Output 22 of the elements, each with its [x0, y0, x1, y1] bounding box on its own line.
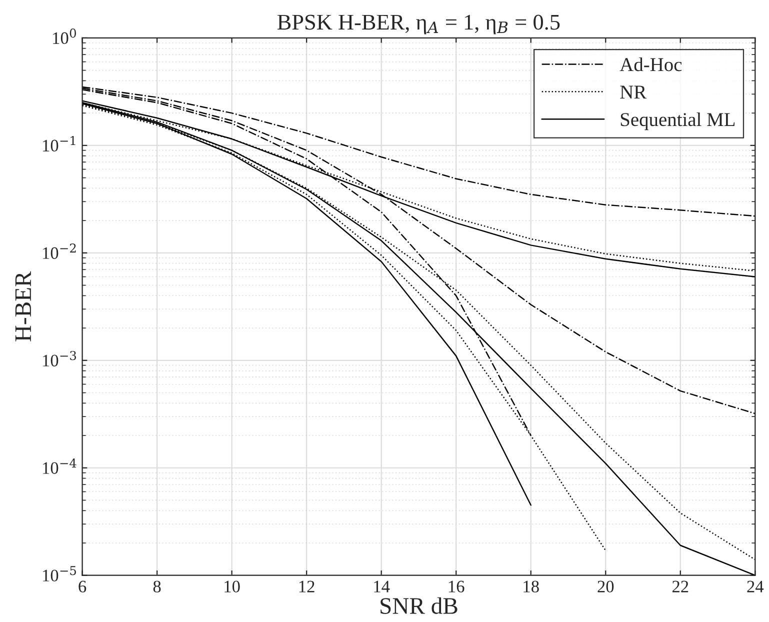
y-tick-label: 10$^{−4}$	[43, 458, 76, 474]
x-tick-label: 14	[374, 580, 390, 592]
legend-label: Ad-Hoc	[620, 58, 682, 72]
y-tick-label: 10$^{−2}$	[43, 243, 76, 259]
x-tick-label: 16	[448, 580, 464, 592]
x-tick-label: 20	[598, 580, 614, 592]
legend-label: NR	[620, 86, 647, 98]
x-tick-label: 24	[747, 580, 764, 592]
x-tick-label: 6	[78, 580, 86, 592]
y-tick-label: 10$^{−1}$	[43, 136, 76, 152]
y-tick-label: 10$^{0}$	[53, 28, 76, 44]
x-tick-label: 18	[524, 580, 539, 592]
x-tick-label: 12	[299, 580, 314, 592]
y-tick-label: 10$^{−3}$	[43, 350, 76, 366]
x-axis-title: SNR dB	[380, 597, 458, 614]
y-tick-label: 10$^{−5}$	[43, 566, 76, 582]
legend-label: Sequential ML	[620, 112, 735, 130]
x-tick-label: 8	[153, 580, 161, 592]
y-axis-title: H-BER	[15, 271, 31, 342]
x-tick-label: 10	[224, 580, 240, 592]
chart-title: BPSK H-BER, η$_{A}$ = 1, η$_{B}$ = 0.5	[277, 14, 560, 34]
x-tick-label: 22	[672, 580, 688, 592]
